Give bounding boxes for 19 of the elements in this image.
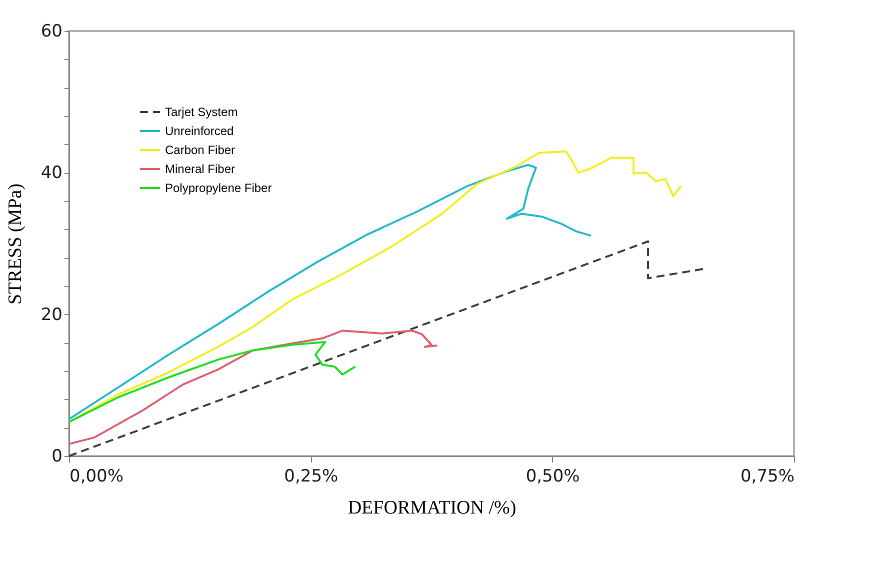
legend-label: Unreinforced: [165, 124, 234, 138]
line-series: [68, 340, 356, 423]
line-series: [68, 240, 704, 457]
y-axis-title: STRESS (MPa): [4, 184, 26, 304]
legend-label: Polypropylene Fiber: [165, 181, 272, 195]
legend-label: Tarjet System: [165, 105, 238, 119]
y-tick-label: 20: [40, 304, 62, 325]
x-tick-label: 0,75%: [740, 466, 794, 486]
x-tick-label: 0,25%: [284, 466, 338, 486]
legend-label: Carbon Fiber: [165, 143, 236, 157]
y-tick-label: 0: [52, 446, 62, 466]
y-tick-label: 60: [40, 22, 62, 42]
line-series: [68, 330, 438, 445]
x-axis-title: DEFORMATION /%): [348, 498, 516, 518]
x-tick-label: 0,50%: [526, 466, 580, 486]
line-series: [68, 164, 592, 420]
legend-label: Mineral Fiber: [165, 162, 236, 176]
x-tick-label: 0,00%: [70, 466, 124, 486]
y-tick-label: 40: [40, 163, 62, 184]
